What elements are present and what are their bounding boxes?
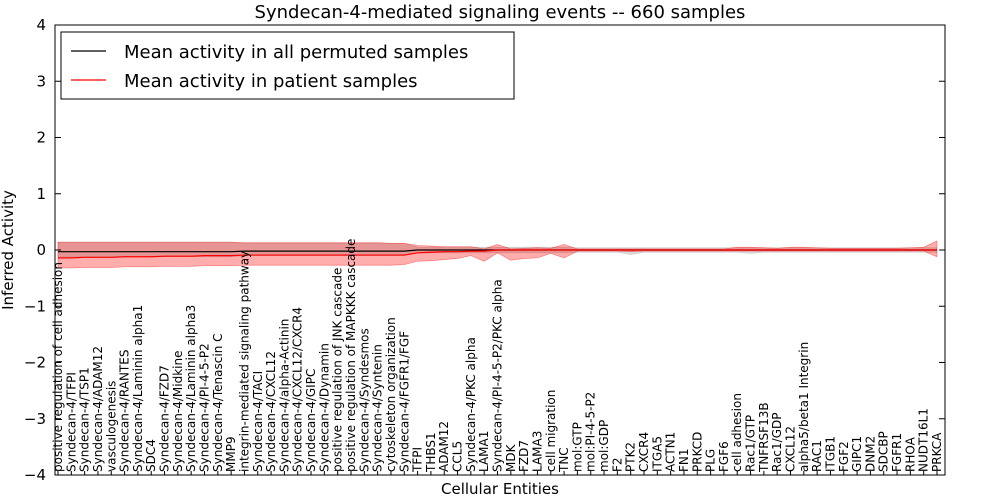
x-tick-label: LAMA3 [530, 431, 544, 472]
x-tick-label: Syndecan-4/ADAM12 [91, 346, 105, 472]
x-tick-label: mol:GDP [597, 420, 611, 472]
x-tick-label: F2 [610, 457, 624, 472]
x-tick-label: ADAM12 [437, 421, 451, 472]
y-tick-label: −3 [24, 410, 46, 428]
x-tick-label: DNM2 [863, 436, 877, 472]
y-tick-label: 3 [36, 72, 46, 90]
y-tick-label: −4 [24, 466, 46, 484]
y-axis: 4 3 2 1 0 −1 −2 −3 −4 [24, 16, 945, 484]
x-tick-label: Syndecan-4/Midkine [171, 351, 185, 472]
x-tick-label: Syndecan-4/TACI [251, 371, 265, 472]
x-tick-label: FN1 [677, 448, 691, 472]
x-tick-label: PTK2 [624, 442, 638, 472]
series-line-patient [58, 249, 937, 259]
x-tick-label: MMP9 [224, 436, 238, 472]
x-tick-label: CCL5 [451, 441, 465, 472]
x-tick-label: SDCBP [877, 431, 891, 472]
x-tick-label: Rac1/GDP [770, 413, 784, 472]
series-lines [58, 249, 937, 259]
y-tick-label: 1 [36, 185, 46, 203]
x-tick-label: Rac1/GTP [744, 415, 758, 472]
x-tick-label: integrin-mediated signaling pathway [237, 251, 251, 472]
x-tick-label: Syndecan-4/PKC alpha [464, 337, 478, 472]
x-tick-label: FGF6 [717, 441, 731, 472]
x-tick-label: Syndecan-4/Dynamin [317, 343, 331, 472]
x-tick-label: TNC [557, 447, 571, 473]
x-tick-label: vasculogenesis [104, 381, 118, 472]
x-tick-label: Syndecan-4/Syndesmos [357, 328, 371, 472]
y-tick-label: 0 [36, 241, 46, 259]
x-tick-label: Syndecan-4/FGFR1/FGF [397, 331, 411, 472]
x-tick-label: PRKCD [690, 432, 704, 472]
x-tick-label: Syndecan-4/FZD7 [158, 365, 172, 472]
x-tick-label: ITGA5 [650, 436, 664, 472]
x-tick-label: FZD7 [517, 440, 531, 472]
x-tick-label: Syndecan-4/RANTES [118, 350, 132, 472]
y-tick-label: 4 [36, 16, 46, 34]
x-axis: positive regulation of cell adhesion Synd… [51, 239, 944, 475]
x-tick-label: Syndecan-4/TFPI [64, 372, 78, 472]
legend-label-permuted: Mean activity in all permuted samples [124, 42, 468, 63]
x-tick-label: TNFRSF13B [757, 402, 771, 473]
x-tick-label: RAC1 [810, 440, 824, 472]
x-tick-label: Syndecan-4/GIPC [304, 369, 318, 472]
x-tick-label: Syndecan-4/PI-4-5-P2/PKC alpha [491, 279, 505, 472]
x-tick-label: FGF2 [837, 441, 851, 472]
x-tick-label: SDC4 [144, 439, 158, 472]
x-tick-label: positive regulation of cell adhesion [51, 262, 65, 472]
x-tick-label: alpha5/beta1 Integrin [797, 342, 811, 472]
x-tick-label: positive regulation of JNK cascade [331, 268, 345, 472]
x-tick-label: positive regulation of MAPKKK cascade [344, 239, 358, 472]
x-tick-label: ITGB1 [823, 436, 837, 472]
x-tick-label: NUDT16L1 [917, 408, 931, 472]
x-tick-label: PRKCA [930, 432, 944, 472]
x-tick-label: cell migration [544, 390, 558, 472]
x-tick-label: GIPC1 [850, 436, 864, 472]
confidence-bands [57, 240, 938, 269]
x-tick-label: THBS1 [424, 432, 438, 473]
x-tick-label: MDK [504, 443, 518, 472]
y-tick-label: −2 [24, 354, 46, 372]
legend-label-patient: Mean activity in patient samples [124, 71, 418, 92]
x-tick-label: Syndecan-4/Laminin alpha1 [131, 305, 145, 472]
x-axis-label: Cellular Entities [441, 480, 559, 498]
y-axis-label: Inferred Activity [0, 190, 17, 310]
x-tick-label: Syndecan-4/CXCL12 [264, 351, 278, 472]
x-tick-label: Syndecan-4/Syntenin [371, 344, 385, 472]
x-tick-label: Syndecan-4/CXCL12/CXCR4 [291, 307, 305, 472]
legend: Mean activity in all permuted samples Me… [60, 31, 515, 100]
x-tick-label: Syndecan-4/alpha-Actinin [277, 319, 291, 472]
x-tick-label: TFPI [411, 447, 425, 473]
x-tick-label: Syndecan-4/Tenascin C [211, 333, 225, 472]
y-tick-label: −1 [24, 297, 46, 315]
x-tick-label: FGFR1 [890, 433, 904, 472]
x-tick-label: CXCL12 [784, 426, 798, 472]
x-tick-label: mol:PI-4-5-P2 [584, 392, 598, 472]
x-tick-label: mol:GTP [570, 422, 584, 472]
x-tick-label: CXCR4 [637, 432, 651, 472]
chart-title: Syndecan-4-mediated signaling events -- … [255, 2, 746, 23]
confidence-band-patient [57, 240, 938, 269]
legend-box [60, 31, 515, 100]
x-tick-label: cytoskeleton organization [384, 317, 398, 472]
x-tick-label: PLG [704, 449, 718, 472]
x-tick-label: cell adhesion [730, 393, 744, 472]
x-tick-label: RHOA [903, 436, 917, 472]
x-tick-label: Syndecan-4/PI-4-5-P2 [198, 343, 212, 472]
x-tick-label: Syndecan-4/TSP1 [78, 367, 92, 472]
x-tick-label: Syndecan-4/Laminin alpha3 [184, 305, 198, 472]
x-tick-label: LAMA1 [477, 431, 491, 472]
x-tick-label: ACTN1 [664, 432, 678, 472]
y-tick-label: 2 [36, 129, 46, 147]
